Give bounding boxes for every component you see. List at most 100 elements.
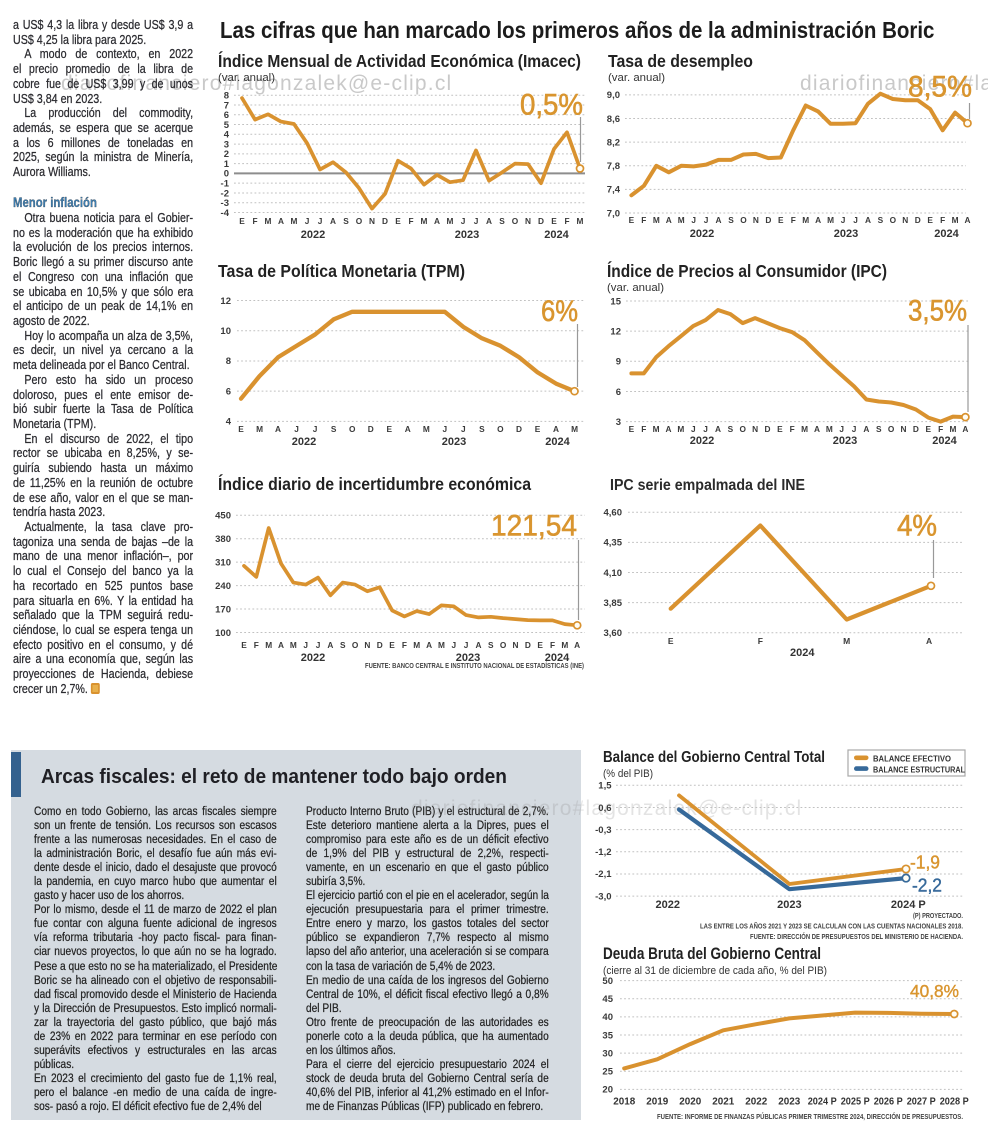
svg-text:8: 8 xyxy=(224,91,229,102)
svg-text:M: M xyxy=(653,215,660,225)
svg-text:J: J xyxy=(443,424,448,434)
svg-text:A: A xyxy=(405,424,411,434)
svg-text:J: J xyxy=(852,424,857,434)
svg-text:S: S xyxy=(728,424,734,434)
svg-text:M: M xyxy=(423,424,430,434)
svg-text:2023: 2023 xyxy=(777,899,801,911)
svg-text:S: S xyxy=(488,640,494,650)
svg-text:2028 P: 2028 P xyxy=(940,1096,969,1108)
svg-text:A: A xyxy=(815,215,821,225)
svg-text:7: 7 xyxy=(224,100,229,111)
svg-text:N: N xyxy=(752,424,758,434)
svg-text:4,35: 4,35 xyxy=(604,538,623,549)
svg-text:4: 4 xyxy=(224,130,230,141)
svg-text:380: 380 xyxy=(215,534,231,545)
svg-text:M: M xyxy=(677,424,684,434)
svg-text:S: S xyxy=(331,424,337,434)
svg-text:E: E xyxy=(238,424,244,434)
svg-text:Deuda Bruta del Gobierno Centr: Deuda Bruta del Gobierno Central xyxy=(603,944,821,963)
svg-text:A: A xyxy=(486,216,492,226)
svg-text:2024: 2024 xyxy=(545,436,570,448)
svg-text:A: A xyxy=(926,636,932,646)
svg-text:12: 12 xyxy=(220,296,231,307)
svg-text:10: 10 xyxy=(220,326,231,337)
svg-text:450: 450 xyxy=(215,511,231,522)
svg-text:Índice de Precios al Consumido: Índice de Precios al Consumidor (IPC) xyxy=(607,260,887,281)
svg-text:F: F xyxy=(252,216,257,226)
svg-text:(var. anual): (var. anual) xyxy=(218,72,275,84)
svg-text:E: E xyxy=(927,215,933,225)
svg-text:2023: 2023 xyxy=(442,436,466,448)
svg-text:2024 P: 2024 P xyxy=(891,899,926,911)
svg-text:240: 240 xyxy=(215,581,231,592)
svg-text:35: 35 xyxy=(602,1030,613,1041)
svg-text:170: 170 xyxy=(215,604,231,615)
svg-text:2023: 2023 xyxy=(778,1096,800,1108)
svg-text:J: J xyxy=(316,640,321,650)
svg-text:A: A xyxy=(426,640,432,650)
svg-text:F: F xyxy=(254,640,259,650)
svg-text:4,60: 4,60 xyxy=(604,508,623,519)
svg-text:E: E xyxy=(926,424,932,434)
svg-text:2: 2 xyxy=(224,149,229,160)
svg-text:O: O xyxy=(890,215,897,225)
svg-text:A: A xyxy=(716,215,722,225)
svg-text:5: 5 xyxy=(224,120,230,131)
svg-text:3: 3 xyxy=(224,139,229,150)
svg-text:S: S xyxy=(876,424,882,434)
svg-text:9,0: 9,0 xyxy=(607,90,620,101)
svg-text:2022: 2022 xyxy=(745,1096,767,1108)
svg-text:J: J xyxy=(853,215,858,225)
svg-text:J: J xyxy=(839,424,844,434)
svg-text:F: F xyxy=(938,424,943,434)
svg-text:Tasa de Política Monetaria (TP: Tasa de Política Monetaria (TPM) xyxy=(218,261,465,281)
svg-text:E: E xyxy=(386,424,392,434)
svg-text:-1,2: -1,2 xyxy=(595,847,611,858)
svg-text:J: J xyxy=(464,640,469,650)
svg-text:LAS ENTRE LOS AÑOS 2021 Y 2023: LAS ENTRE LOS AÑOS 2021 Y 2023 SE CALCUL… xyxy=(700,922,963,931)
svg-text:N: N xyxy=(753,215,759,225)
svg-text:E: E xyxy=(537,640,543,650)
svg-text:A: A xyxy=(275,424,281,434)
svg-text:M: M xyxy=(801,424,808,434)
svg-text:7,0: 7,0 xyxy=(607,208,620,219)
svg-text:BALANCE EFECTIVO: BALANCE EFECTIVO xyxy=(873,755,951,764)
svg-text:2020: 2020 xyxy=(679,1096,701,1108)
svg-text:E: E xyxy=(395,216,401,226)
svg-text:IPC serie empalmada del INE: IPC serie empalmada del INE xyxy=(610,477,805,494)
svg-text:E: E xyxy=(629,215,635,225)
svg-text:8,5%: 8,5% xyxy=(908,71,972,104)
svg-text:2024: 2024 xyxy=(932,435,957,447)
svg-text:2019: 2019 xyxy=(646,1096,668,1108)
svg-text:O: O xyxy=(512,216,519,226)
svg-text:A: A xyxy=(863,424,869,434)
svg-text:2024: 2024 xyxy=(790,647,815,659)
svg-text:7,8: 7,8 xyxy=(607,161,620,172)
svg-text:Balance del Gobierno Central T: Balance del Gobierno Central Total xyxy=(603,749,825,766)
svg-text:2022: 2022 xyxy=(656,899,680,911)
svg-text:A: A xyxy=(865,215,871,225)
svg-text:M: M xyxy=(413,640,420,650)
svg-text:Índice diario de incertidumbre: Índice diario de incertidumbre económica xyxy=(218,473,531,494)
svg-text:M: M xyxy=(561,640,568,650)
svg-text:(cierre al 31 de diciembre de: (cierre al 31 de diciembre de cada año, … xyxy=(603,965,827,977)
svg-text:D: D xyxy=(377,640,383,650)
svg-text:6%: 6% xyxy=(541,295,578,328)
svg-text:8: 8 xyxy=(226,356,231,367)
svg-text:S: S xyxy=(479,424,485,434)
svg-text:6: 6 xyxy=(226,386,231,397)
svg-text:M: M xyxy=(802,215,809,225)
svg-text:2022: 2022 xyxy=(301,229,325,241)
svg-text:8,2: 8,2 xyxy=(607,137,620,148)
svg-text:O: O xyxy=(740,215,747,225)
svg-text:J: J xyxy=(461,424,466,434)
svg-text:2022: 2022 xyxy=(690,435,714,447)
svg-text:J: J xyxy=(704,215,709,225)
svg-text:6: 6 xyxy=(224,110,229,121)
svg-text:-2,2: -2,2 xyxy=(912,875,942,896)
svg-text:E: E xyxy=(778,215,784,225)
svg-text:M: M xyxy=(826,424,833,434)
svg-text:A: A xyxy=(666,424,672,434)
svg-text:1: 1 xyxy=(224,159,230,170)
svg-text:2024: 2024 xyxy=(544,229,569,241)
